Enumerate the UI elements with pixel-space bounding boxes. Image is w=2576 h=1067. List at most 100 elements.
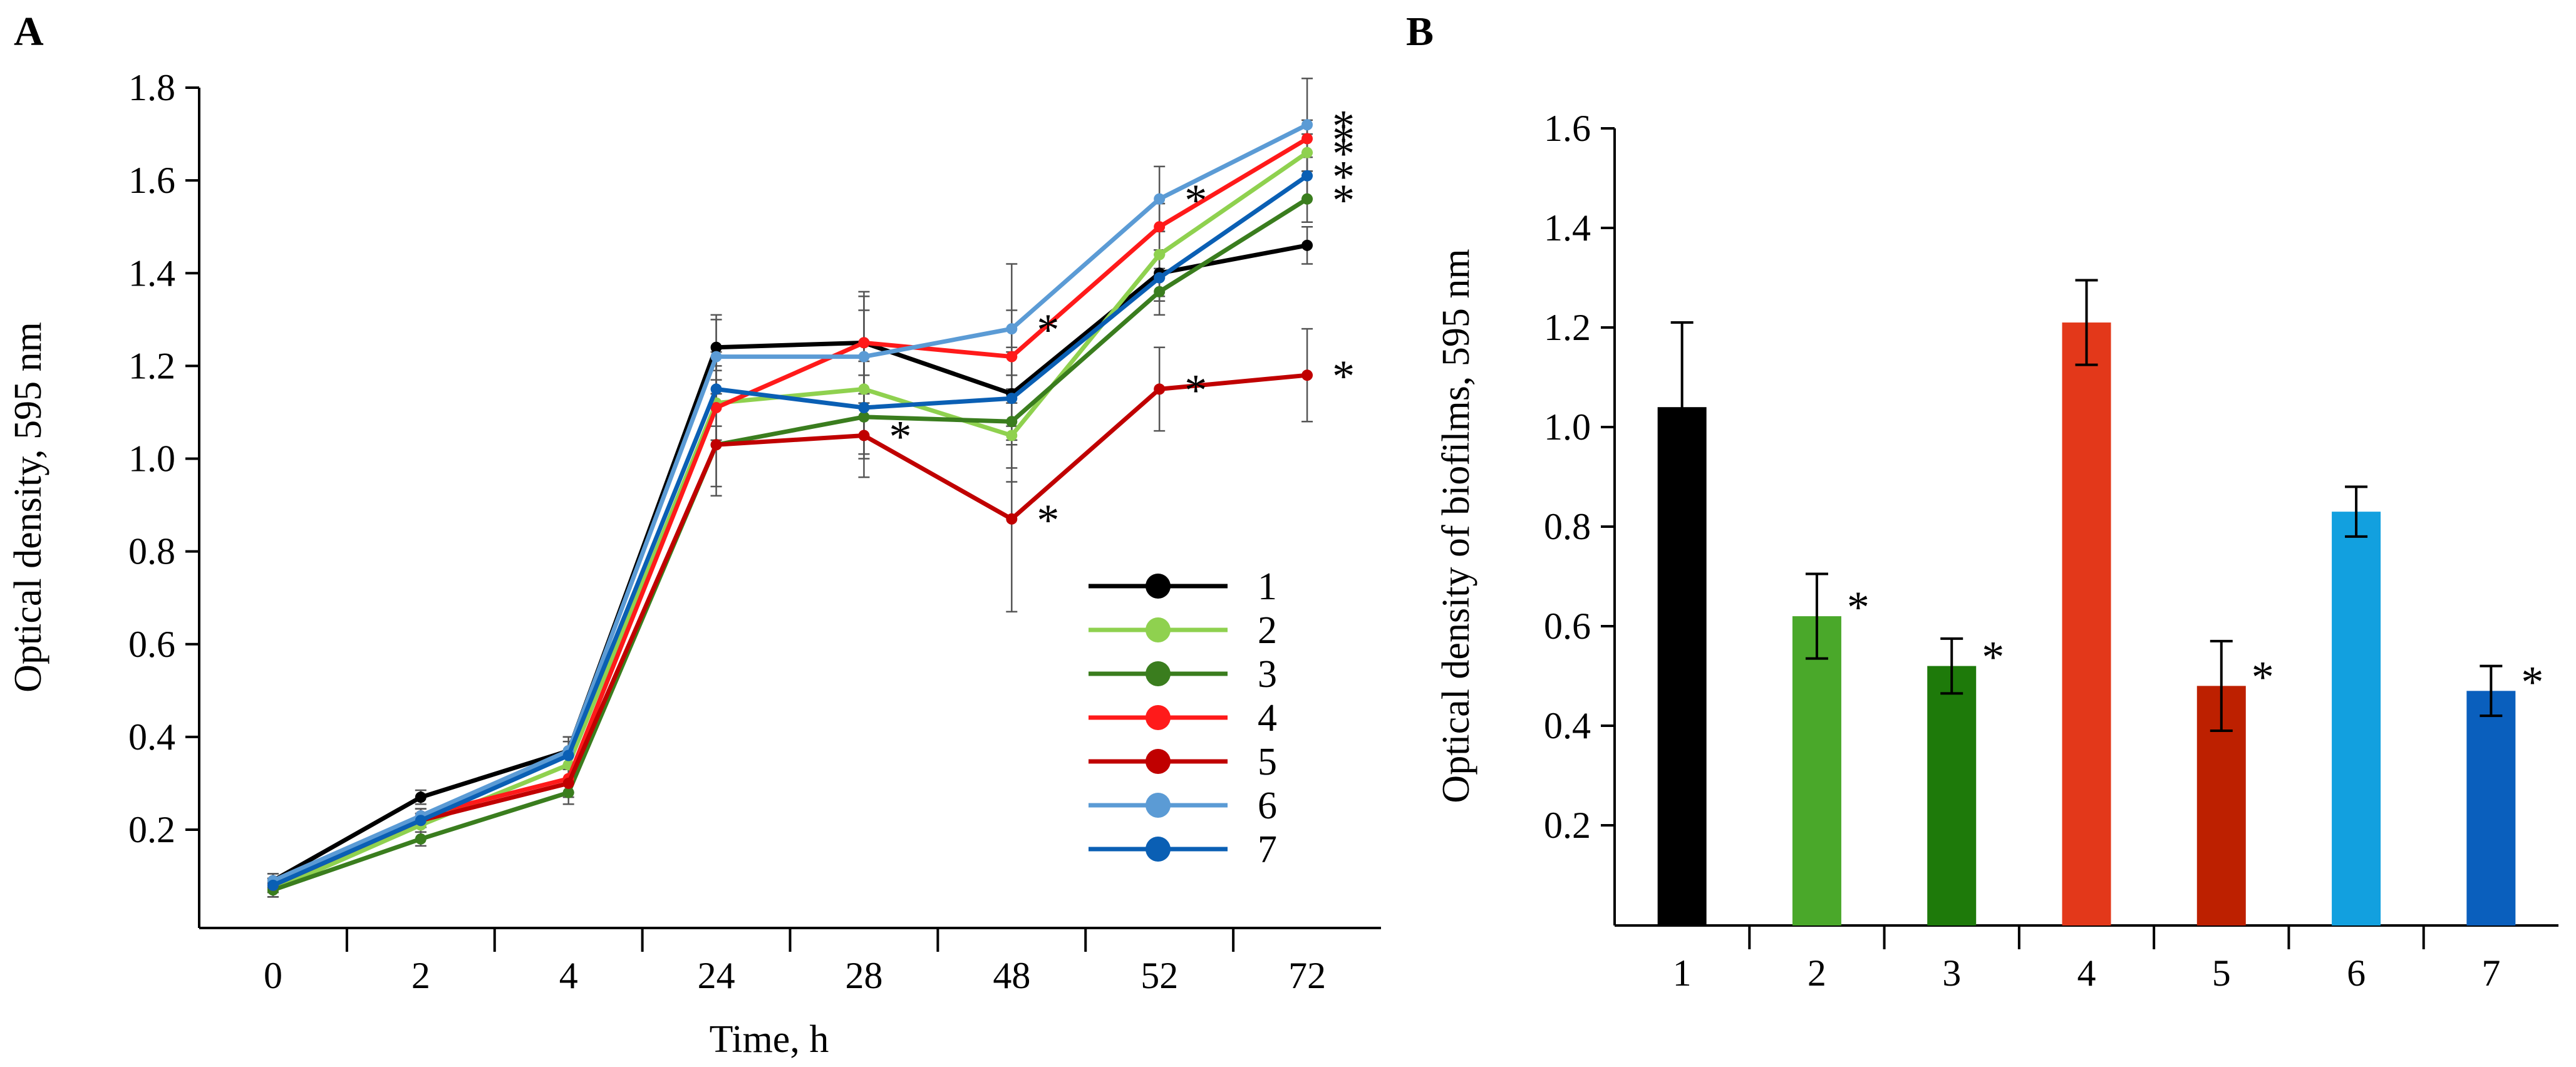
panel-a-significance-star: * [1037, 495, 1059, 545]
panel-b-x-tick-label: 6 [2347, 952, 2366, 994]
panel-a-point-6 [1301, 119, 1313, 131]
panel-a-point-7 [415, 815, 427, 827]
panel-a-point-6 [1006, 323, 1018, 335]
legend-marker-3 [1146, 661, 1171, 686]
legend-label-4: 4 [1258, 697, 1277, 740]
panel-a-point-2 [1301, 147, 1313, 158]
panel-a-point-7 [1154, 272, 1166, 284]
panel-b-x-tick-label: 1 [1673, 952, 1692, 994]
panel-a-point-1 [710, 341, 722, 353]
panel-a-point-5 [1154, 383, 1166, 395]
panel-a-y-tick-label: 0.6 [128, 624, 175, 665]
panel-a-y-axis-title: Optical density, 595 nm [7, 322, 49, 693]
panel-a-point-3 [1154, 286, 1166, 297]
panel-a-point-2 [1006, 430, 1018, 441]
panel-a-significance-star: * [1332, 175, 1355, 225]
panel-a-y-tick-label: 1.4 [128, 252, 175, 294]
panel-b-y-tick-label: 1.6 [1544, 108, 1591, 149]
panel-a-x-ticks: 0 2 4 24 28 48 52 72 [264, 928, 1326, 996]
panel-a-point-7 [710, 383, 722, 395]
panel-a-series-line-1 [272, 243, 1308, 883]
panel-a-x-tick-label: 2 [411, 955, 430, 996]
panel-a-series-line-6 [272, 123, 1308, 883]
panel-a-point-7 [1301, 170, 1313, 182]
panel-a-point-6 [710, 351, 722, 363]
panel-a-significance-star: * [1332, 101, 1355, 151]
panel-b-bar-6 [2332, 512, 2381, 925]
panel-a-point-5 [1301, 369, 1313, 381]
panel-a-x-tick-label: 52 [1141, 955, 1178, 996]
panel-a-point-7 [562, 750, 574, 761]
panel-a-significance-star: * [1332, 152, 1355, 202]
panel-b-significance-star: * [2521, 657, 2543, 707]
panel-a-x-tick-label: 4 [559, 955, 578, 996]
panel-a-significance-star: * [1332, 351, 1355, 401]
panel-a-point-5 [562, 777, 574, 789]
panel-a-series-line-5 [272, 373, 1308, 888]
panel-b-bar-2 [1792, 616, 1841, 925]
legend-label-5: 5 [1258, 741, 1277, 783]
panel-a-point-4 [1006, 351, 1018, 363]
panel-a-point-3 [1301, 193, 1313, 205]
panel-a-significance-star: * [1332, 129, 1355, 179]
panel-b-x-tick-label: 4 [2077, 952, 2096, 994]
panel-a-point-1 [1301, 239, 1313, 251]
panel-a-point-6 [1154, 193, 1166, 205]
panel-a-point-5 [1006, 513, 1018, 525]
panel-a-x-tick-label: 0 [264, 955, 282, 996]
panel-a-point-6 [858, 351, 870, 363]
panel-a-x-tick-label: 72 [1288, 955, 1326, 996]
panel-b-x-tick-label: 3 [1942, 952, 1961, 994]
panel-b-x-tick-label: 2 [1808, 952, 1826, 994]
panel-a-series: ****** ***** [267, 77, 1355, 898]
panel-a-point-3 [1006, 416, 1018, 428]
panel-a-x-tick-label: 24 [698, 955, 735, 996]
legend-label-3: 3 [1258, 653, 1277, 696]
panel-b-y-tick-label: 0.8 [1544, 506, 1591, 547]
panel-a-point-7 [267, 879, 279, 891]
panel-a-point-3 [562, 786, 574, 798]
panel-a-letter: A [14, 9, 44, 54]
panel-b-y-tick-label: 0.6 [1544, 606, 1591, 647]
legend-label-6: 6 [1258, 785, 1277, 827]
panel-b-y-tick-label: 0.4 [1544, 705, 1591, 746]
panel-a-line-chart: A 0.20.40.60.81.01.21.41.61.8 0 2 4 24 28 48 5… [7, 9, 1381, 1061]
legend-marker-7 [1146, 837, 1171, 862]
panel-a-point-1 [415, 791, 427, 803]
panel-a-significance-star: * [1332, 115, 1355, 165]
panel-b-y-tick-label: 1.2 [1544, 307, 1591, 348]
panel-a-y-tick-label: 0.2 [128, 809, 175, 850]
panel-a-y-tick-label: 1.8 [128, 67, 175, 108]
panel-b-x-tick-label: 7 [2481, 952, 2500, 994]
panel-a-y-tick-label: 0.8 [128, 531, 175, 572]
panel-a-series-line-2 [272, 150, 1309, 892]
panel-b-bar-1 [1657, 407, 1707, 925]
legend-marker-4 [1146, 705, 1171, 730]
legend-label-2: 2 [1258, 609, 1277, 652]
panel-b-bar-3 [1927, 666, 1977, 925]
panel-b-x-tick-label: 5 [2212, 952, 2231, 994]
panel-b-y-tick-label: 1.0 [1544, 406, 1591, 448]
panel-b-bar-4 [2062, 322, 2111, 925]
panel-a-significance-star: * [889, 411, 911, 461]
panel-a-significance-star: * [1037, 305, 1059, 355]
panel-a-series-line-4 [272, 137, 1308, 888]
panel-b-significance-star: * [1847, 582, 1870, 632]
panel-a-point-4 [858, 337, 870, 349]
panel-b-significance-star: * [1982, 632, 2004, 683]
panel-a-point-7 [1006, 393, 1018, 405]
panel-a-point-3 [415, 833, 427, 845]
panel-a-series-line-3 [272, 197, 1308, 892]
panel-b-x-ticks: 1 2 3 4 5 6 7 [1673, 925, 2500, 994]
panel-a-point-4 [710, 402, 722, 414]
legend-marker-1 [1146, 574, 1171, 599]
panel-a-point-5 [858, 430, 870, 441]
panel-a-significance-star: * [1184, 175, 1207, 225]
panel-a-x-axis-title: Time, h [710, 1018, 829, 1061]
panel-a-significance-star: * [1184, 365, 1207, 415]
panel-b-y-tick-label: 0.2 [1544, 805, 1591, 846]
panel-b-significance-star: * [2252, 652, 2274, 702]
